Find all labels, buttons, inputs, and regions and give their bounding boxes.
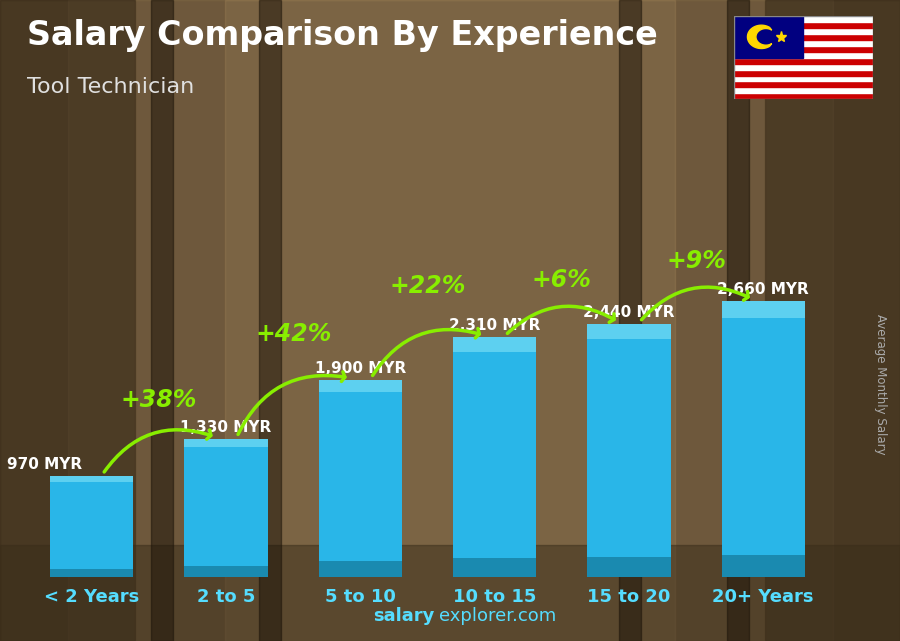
Bar <box>727 0 749 641</box>
Bar <box>734 46 873 52</box>
Bar <box>184 566 267 577</box>
Bar <box>734 40 873 46</box>
Bar <box>135 0 765 641</box>
Bar <box>453 337 536 577</box>
Polygon shape <box>748 25 771 49</box>
Bar <box>734 63 873 70</box>
Text: Average Monthly Salary: Average Monthly Salary <box>874 314 886 455</box>
Bar <box>734 81 873 87</box>
Bar <box>184 439 267 577</box>
Bar <box>734 16 873 22</box>
Bar <box>765 0 900 641</box>
Bar <box>722 555 805 577</box>
Bar <box>319 380 402 577</box>
Bar <box>619 0 641 641</box>
Bar <box>734 58 873 63</box>
Bar <box>0 545 900 641</box>
Text: +22%: +22% <box>390 274 465 298</box>
Bar <box>734 87 873 94</box>
Bar <box>722 301 805 318</box>
Bar <box>50 569 133 577</box>
Bar <box>734 94 873 99</box>
Bar <box>0 0 135 641</box>
Bar <box>50 476 133 483</box>
Text: 970 MYR: 970 MYR <box>7 457 83 472</box>
Text: +42%: +42% <box>255 322 331 345</box>
Bar <box>588 324 670 339</box>
Text: 2,310 MYR: 2,310 MYR <box>449 318 540 333</box>
Bar <box>18 224 837 577</box>
Text: Salary Comparison By Experience: Salary Comparison By Experience <box>27 19 658 52</box>
Bar <box>68 0 833 641</box>
Bar <box>319 561 402 577</box>
Bar <box>734 16 803 58</box>
Bar <box>588 324 670 577</box>
Text: +9%: +9% <box>666 249 726 273</box>
Bar <box>453 558 536 577</box>
Text: Tool Technician: Tool Technician <box>27 77 194 97</box>
Bar <box>734 28 873 34</box>
Text: +6%: +6% <box>532 268 591 292</box>
Text: +38%: +38% <box>121 388 197 412</box>
Text: 2,660 MYR: 2,660 MYR <box>717 282 809 297</box>
Bar <box>50 476 133 577</box>
Bar <box>184 439 267 447</box>
Bar <box>319 380 402 392</box>
Bar <box>734 34 873 40</box>
Bar <box>151 0 173 641</box>
Text: salary: salary <box>374 607 435 625</box>
Text: 1,900 MYR: 1,900 MYR <box>315 361 406 376</box>
Bar <box>225 0 675 641</box>
Bar <box>734 70 873 76</box>
Bar <box>734 22 873 28</box>
Bar <box>722 301 805 577</box>
Bar <box>453 337 536 352</box>
Bar <box>259 0 281 641</box>
Text: 2,440 MYR: 2,440 MYR <box>583 304 675 320</box>
Text: 1,330 MYR: 1,330 MYR <box>181 420 272 435</box>
Text: explorer.com: explorer.com <box>439 607 556 625</box>
Bar <box>734 52 873 58</box>
Bar <box>734 76 873 81</box>
Bar <box>588 556 670 577</box>
